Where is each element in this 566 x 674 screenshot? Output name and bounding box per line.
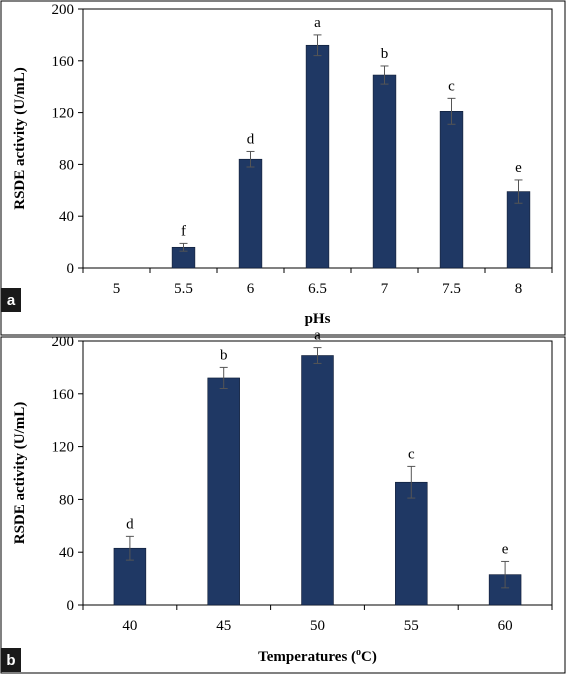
x-tick-label: 50 — [310, 618, 325, 634]
panel-a-label: a — [7, 292, 16, 309]
panel-b-x-title-sup: o — [356, 647, 361, 658]
y-tick-label: 80 — [59, 492, 74, 508]
x-tick-label: 55 — [404, 618, 419, 634]
panel-b-bars: d b a c e — [113, 328, 522, 606]
bar — [439, 111, 464, 269]
y-tick-label: 40 — [59, 209, 74, 225]
y-tick-label: 120 — [52, 440, 75, 456]
panel-a-y-axis-title: RSDE activity (U/mL) — [12, 67, 28, 210]
bar — [301, 355, 334, 606]
significance-label: e — [515, 160, 522, 176]
x-tick-label: 6.5 — [308, 281, 327, 297]
panel-a-x-axis: 5 5.5 6 6.5 7 7.5 8 — [82, 268, 553, 297]
y-tick-label: 40 — [59, 545, 74, 561]
x-tick-label: 40 — [122, 618, 137, 634]
x-tick-label: 5 — [113, 281, 121, 297]
panel-a-bars: f d a b c e — [171, 15, 531, 269]
x-tick-label: 60 — [498, 618, 513, 634]
significance-label: a — [314, 15, 321, 31]
significance-label: a — [314, 328, 321, 344]
y-tick-label: 0 — [67, 598, 75, 614]
panel-a: 0 40 80 120 160 200 5 5.5 6 6.5 7 7.5 8 f d a b c e RSDE… — [1, 2, 553, 327]
bar — [207, 377, 240, 606]
significance-label: f — [181, 223, 186, 239]
bar — [238, 158, 263, 269]
x-tick-label: 8 — [515, 281, 523, 297]
x-tick-label: 5.5 — [174, 281, 193, 297]
x-tick-label: 7.5 — [442, 281, 461, 297]
x-tick-label: 45 — [216, 618, 231, 634]
panel-b-x-axis-title: Temperatures (oC) — [258, 647, 377, 665]
panel-a-frame — [0, 0, 566, 336]
panel-b-label: b — [6, 652, 15, 669]
bar — [305, 44, 330, 269]
significance-label: d — [247, 131, 255, 147]
panel-b: 0 40 80 120 160 200 40 45 50 55 60 d b a c e RSDE act… — [1, 328, 553, 672]
x-tick-label: 6 — [247, 281, 255, 297]
panel-b-y-axis: 0 40 80 120 160 200 — [52, 334, 83, 614]
significance-label: b — [381, 46, 389, 62]
panel-b-x-title-end: C) — [361, 649, 377, 665]
significance-label: c — [408, 446, 415, 462]
y-tick-label: 160 — [52, 54, 75, 70]
y-tick-label: 200 — [52, 334, 75, 350]
panel-b-frame — [0, 336, 566, 674]
y-tick-label: 160 — [52, 387, 75, 403]
significance-label: b — [220, 347, 228, 363]
bar — [395, 481, 428, 606]
panel-b-label-badge — [1, 648, 21, 672]
y-tick-label: 80 — [59, 157, 74, 173]
y-tick-label: 0 — [67, 261, 75, 277]
bar — [372, 74, 397, 269]
panel-b-x-axis: 40 45 50 55 60 — [82, 605, 553, 634]
x-tick-label: 7 — [381, 281, 389, 297]
significance-label: d — [126, 516, 134, 532]
y-tick-label: 200 — [52, 2, 75, 18]
panel-a-y-axis: 0 40 80 120 160 200 — [52, 2, 83, 277]
significance-label: e — [502, 541, 509, 557]
panel-b-y-axis-title: RSDE activity (U/mL) — [12, 402, 28, 545]
panel-a-x-axis-title: pHs — [305, 311, 331, 327]
panel-b-x-title-main: Temperatures ( — [258, 649, 356, 665]
y-tick-label: 120 — [52, 106, 75, 122]
panel-a-label-badge — [1, 288, 21, 312]
significance-label: c — [448, 78, 455, 94]
